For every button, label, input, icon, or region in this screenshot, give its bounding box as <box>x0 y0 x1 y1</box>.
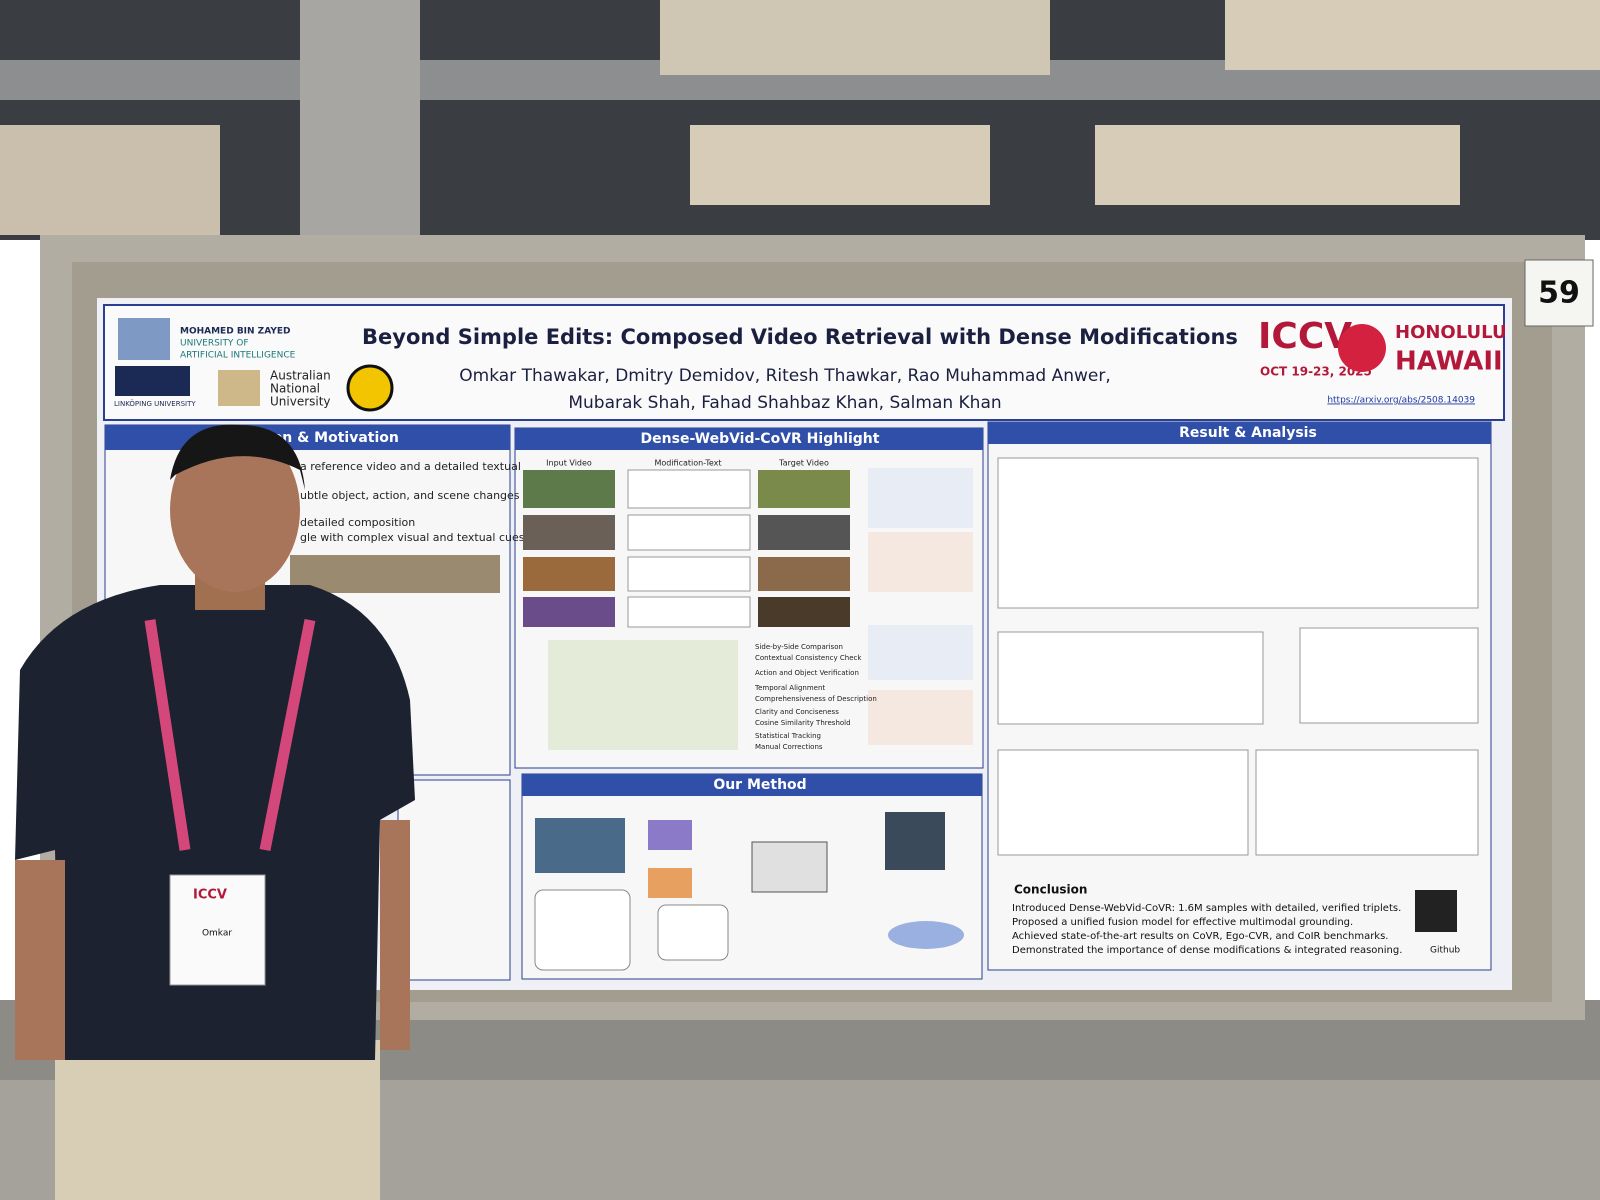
section-header <box>105 425 510 450</box>
ceiling-panel <box>690 125 990 205</box>
qr-code <box>1415 890 1457 932</box>
step: Action and Object Verification <box>755 669 859 677</box>
ceiling-panel <box>660 0 1050 75</box>
step: Side-by-Side Comparison <box>755 643 843 651</box>
ceiling-panel <box>1095 125 1460 205</box>
badge-conference: ICCV <box>193 888 227 903</box>
poster-title: Beyond Simple Edits: Composed Video Retr… <box>362 325 1238 349</box>
section-header <box>988 422 1491 444</box>
section-title: Our Method <box>713 777 806 793</box>
authors: Omkar Thawakar, Dmitry Demidov, Ritesh T… <box>459 366 1110 386</box>
section-title: Dense-WebVid-CoVR Highlight <box>641 431 880 447</box>
step: Comprehensiveness of Description <box>755 695 877 703</box>
step: Statistical Tracking <box>755 732 821 740</box>
affiliation: National <box>270 382 320 396</box>
bullet: Proposed a unified fusion model for effe… <box>1012 917 1353 928</box>
example-images <box>523 468 973 750</box>
ceiling-panel <box>1225 0 1600 70</box>
affiliation: MOHAMED BIN ZAYED <box>180 327 290 337</box>
booth-number: 59 <box>1538 276 1580 311</box>
bullet: Introduced Dense-WebVid-CoVR: 1.6M sampl… <box>1012 903 1401 914</box>
step: Clarity and Conciseness <box>755 708 839 716</box>
column-label: Modification-Text <box>654 459 721 468</box>
affiliation: UNIVERSITY OF <box>180 339 249 349</box>
anu-crest <box>218 370 260 406</box>
affiliation: LINKÖPING UNIVERSITY <box>114 399 196 408</box>
section-title: Conclusion <box>1014 883 1087 897</box>
column-label: Target Video <box>778 459 829 468</box>
conference-dates: OCT 19-23, 2025 <box>1260 365 1372 379</box>
step: Contextual Consistency Check <box>755 654 862 662</box>
step: Cosine Similarity Threshold <box>755 719 851 727</box>
results-tables <box>997 457 1479 856</box>
intro-text: ubtle object, action, and scene changes <box>300 489 520 502</box>
bullet: Achieved state-of-the-art results on CoV… <box>1012 931 1388 942</box>
booth-sign <box>1524 259 1594 327</box>
liu-logo <box>115 366 190 396</box>
intro-images <box>290 555 500 593</box>
column-label: Input Video <box>546 459 592 468</box>
verification-steps: Side-by-Side Comparison Contextual Consi… <box>754 643 877 751</box>
conference-city: HONOLULU <box>1395 322 1507 343</box>
section-title: tion & Motivation <box>261 430 399 446</box>
method-diagram <box>534 812 964 971</box>
poster-header <box>103 304 1505 421</box>
step: Manual Corrections <box>755 743 823 751</box>
pillar <box>300 0 420 240</box>
conference-state: HAWAII <box>1395 347 1503 377</box>
mbzuai-logo <box>118 318 170 360</box>
affiliation: ARTIFICIAL INTELLIGENCE <box>180 351 296 361</box>
intro-text: gle with complex visual and textual cues <box>300 531 525 544</box>
panel <box>397 779 511 981</box>
arxiv-link: https://arxiv.org/abs/2508.14039 <box>1327 396 1475 406</box>
ucf-logo <box>346 364 394 412</box>
section-header <box>522 774 982 796</box>
person <box>15 424 415 1200</box>
ceiling-panel <box>0 125 220 235</box>
github-label: Github <box>1430 946 1460 956</box>
step: Temporal Alignment <box>754 684 825 692</box>
affiliation: Australian <box>270 369 331 383</box>
bullet: Demonstrated the importance of dense mod… <box>1012 945 1402 956</box>
section-header <box>515 428 983 450</box>
affiliation: University <box>270 395 331 409</box>
hibiscus <box>1338 324 1386 372</box>
section-title: Result & Analysis <box>1179 425 1317 441</box>
authors: Mubarak Shah, Fahad Shahbaz Khan, Salman… <box>568 393 1001 413</box>
conclusion-list: Introduced Dense-WebVid-CoVR: 1.6M sampl… <box>1012 903 1402 956</box>
intro-text: detailed composition <box>300 516 415 529</box>
badge-name: Omkar <box>202 929 232 939</box>
intro-text: a reference video and a detailed textual <box>300 460 521 473</box>
conference-name: ICCV <box>1258 316 1352 357</box>
